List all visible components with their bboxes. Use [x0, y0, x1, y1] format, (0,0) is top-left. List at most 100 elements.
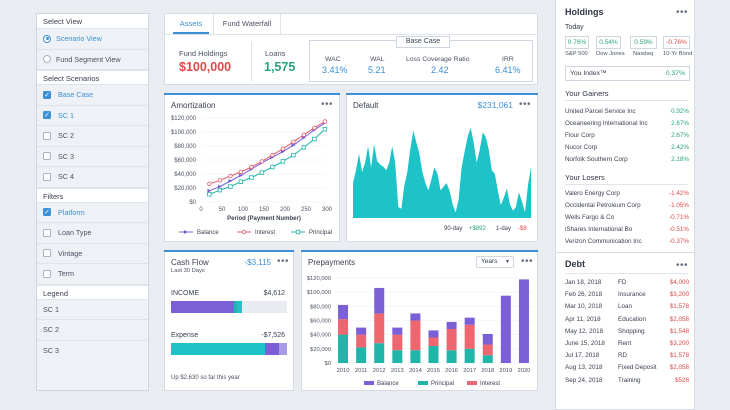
- bar-principal: [446, 350, 457, 363]
- bar-principal: [356, 347, 367, 363]
- gainer-row[interactable]: United Parcel Service Inc 0.92%: [565, 108, 689, 115]
- more-menu-icon[interactable]: •••: [518, 99, 531, 110]
- bar-interest: [464, 324, 475, 349]
- scenario-sc1[interactable]: ✓ SC 1: [37, 106, 148, 126]
- y-tick-label: $100,000: [307, 290, 331, 296]
- principal-point: [259, 170, 265, 175]
- filter-vintage[interactable]: Vintage: [37, 244, 148, 264]
- checkbox-checked-icon[interactable]: ✓: [43, 111, 51, 120]
- interest-point: [249, 164, 254, 170]
- scenario-sc4[interactable]: SC 4: [37, 167, 148, 188]
- gainer-row[interactable]: Norfolk Southern Corp 2.18%: [565, 156, 689, 163]
- loser-row[interactable]: Wells Fargo & Co -0.71%: [565, 214, 689, 221]
- prepayments-title: Prepayments: [308, 258, 356, 267]
- principal-point: [270, 164, 275, 170]
- gainer-row[interactable]: Oceaneering International Inc 2.67%: [565, 120, 689, 127]
- view-label: Scenario View: [56, 34, 102, 44]
- checkbox-checked-icon[interactable]: ✓: [43, 90, 51, 99]
- gainers-title: Your Gainers: [565, 89, 609, 98]
- checkbox-checked-icon[interactable]: ✓: [43, 208, 51, 217]
- debt-category: Shopping: [618, 327, 645, 335]
- bar-balance: [392, 327, 403, 335]
- you-index-label: You Index™: [570, 70, 607, 77]
- scenario-sc3[interactable]: SC 3: [37, 147, 148, 167]
- checkbox-icon[interactable]: [43, 152, 51, 161]
- legend-label: Balance: [377, 381, 399, 387]
- more-menu-icon[interactable]: •••: [320, 99, 333, 110]
- tab-fund-waterfall[interactable]: Fund Waterfall: [213, 14, 281, 34]
- default-chart: [353, 127, 531, 218]
- x-tick-label: 2015: [427, 368, 440, 374]
- x-axis-label: Period (Payment Number): [227, 216, 301, 222]
- more-menu-icon[interactable]: •••: [675, 7, 688, 18]
- select-scenarios-header: Select Scenarios: [37, 70, 148, 85]
- expense-label: Expense: [171, 332, 199, 339]
- balance-point: [207, 188, 212, 193]
- series-line-balance: [209, 122, 326, 192]
- debt-amount: $3,200: [669, 340, 689, 347]
- scenario-label: SC 2: [58, 131, 74, 141]
- checkbox-icon[interactable]: [43, 131, 51, 140]
- more-menu-icon[interactable]: •••: [276, 256, 289, 267]
- checkbox-icon[interactable]: [43, 269, 51, 278]
- legend-label: Balance: [197, 230, 219, 236]
- scenario-label: SC 4: [58, 172, 74, 182]
- expense-value: -$7,526: [261, 332, 285, 339]
- more-menu-icon[interactable]: •••: [675, 260, 688, 271]
- loser-row[interactable]: Occidental Petroleum Corp -1.05%: [565, 202, 689, 209]
- debt-date: Sep 24, 2018: [565, 376, 603, 384]
- y-tick-label: $40,000: [310, 333, 331, 339]
- loans-label: Loans: [265, 49, 286, 58]
- debt-category: Rent: [618, 340, 632, 347]
- filter-term[interactable]: Term: [37, 264, 148, 285]
- left-sidebar: Select View Scenario View Fund Segment V…: [36, 13, 149, 391]
- cashflow-footer: Up $2,630 so far this year: [171, 375, 240, 381]
- x-tick-label: 100: [238, 207, 249, 213]
- x-tick-label: 200: [280, 207, 291, 213]
- filter-platform[interactable]: ✓ Platform: [37, 203, 148, 223]
- checkbox-icon[interactable]: [43, 172, 51, 181]
- wac-value: 3.41%: [322, 65, 348, 75]
- summary-panel: Assets Fund Waterfall Fund Holdings $100…: [164, 13, 538, 85]
- checkbox-icon[interactable]: [43, 249, 51, 258]
- scenario-label: Base Case: [58, 90, 94, 100]
- balance-point: [228, 179, 233, 183]
- loser-row[interactable]: Valero Energy Corp -1.42%: [565, 190, 689, 197]
- interest-point: [228, 173, 233, 179]
- interest-point: [207, 181, 212, 186]
- gainer-row[interactable]: Flour Corp 2.67%: [565, 132, 689, 139]
- period-select[interactable]: Years ▼: [476, 256, 514, 268]
- radio-icon[interactable]: [43, 55, 51, 64]
- interest-point: [322, 119, 328, 124]
- bar-interest: [428, 337, 439, 346]
- gainer-row[interactable]: Nucor Corp 2.42%: [565, 144, 689, 151]
- filter-loan-type[interactable]: Loan Type: [37, 223, 148, 244]
- prepayments-card: Prepayments Years ▼ ••• $0 $20,000 $40,000 $…: [301, 250, 538, 391]
- scenario-sc2[interactable]: SC 2: [37, 126, 148, 147]
- more-menu-icon[interactable]: •••: [520, 256, 533, 267]
- interest-point: [259, 159, 265, 164]
- debt-date: Feb 26, 2018: [565, 291, 603, 299]
- index-dowjones-value: 0.54%: [596, 36, 621, 49]
- bar-principal: [410, 350, 421, 363]
- filters-header: Filters: [37, 187, 148, 203]
- x-tick-label: 0: [199, 207, 203, 213]
- view-option-fund-segment[interactable]: Fund Segment View: [37, 50, 148, 70]
- tab-assets[interactable]: Assets: [173, 14, 209, 34]
- bar-interest: [482, 344, 493, 356]
- legend-label: SC 2: [43, 325, 59, 335]
- debt-date: Apr 11, 2018: [565, 315, 601, 323]
- you-index-value: 0.37%: [665, 70, 685, 77]
- loser-row[interactable]: iShares International Bo -0.51%: [565, 226, 689, 233]
- bar-principal: [482, 355, 493, 363]
- radio-icon[interactable]: [43, 34, 51, 43]
- debt-category: Education: [618, 315, 647, 323]
- checkbox-icon[interactable]: [43, 228, 51, 237]
- loser-row[interactable]: Verizon Communication Inc -0.37%: [565, 238, 689, 245]
- scenario-base-case[interactable]: ✓ Base Case: [37, 85, 148, 106]
- you-index-box: You Index™ 0.37%: [565, 66, 690, 81]
- bar-balance: [428, 330, 439, 338]
- fund-holdings-value: $100,000: [179, 60, 232, 74]
- view-option-scenario[interactable]: Scenario View: [37, 29, 148, 50]
- legend-label: Principal: [431, 381, 454, 387]
